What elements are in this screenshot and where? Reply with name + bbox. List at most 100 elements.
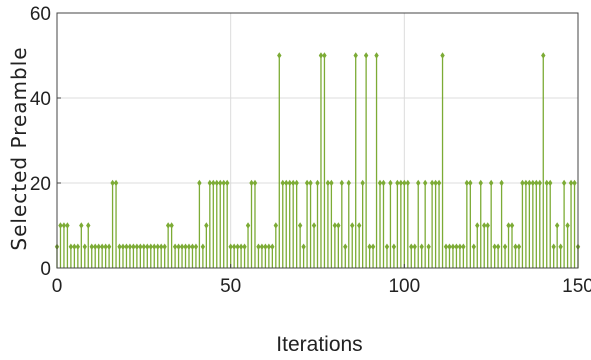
stem-marker <box>482 222 487 229</box>
stem-marker <box>221 179 226 187</box>
stem-marker <box>89 243 94 250</box>
stem-marker <box>103 243 108 250</box>
stem-marker <box>440 52 445 59</box>
stem-marker <box>273 222 279 229</box>
stem-marker <box>186 243 192 250</box>
stem-marker <box>450 243 456 250</box>
stem-marker <box>412 243 417 250</box>
stem-marker <box>79 222 84 229</box>
stem-marker <box>356 222 362 229</box>
stem-marker <box>336 222 341 229</box>
stem-marker <box>65 222 70 229</box>
stem-marker <box>61 222 67 229</box>
stem-marker <box>534 179 539 187</box>
stem-marker <box>290 179 296 187</box>
stem-marker <box>541 52 546 59</box>
stem-marker <box>311 222 317 229</box>
stem-marker <box>162 243 167 250</box>
stem-marker <box>131 243 136 250</box>
stem-marker <box>308 179 313 187</box>
stem-marker <box>249 179 254 187</box>
y-axis-title: Selected Preamble <box>7 46 31 250</box>
stem-marker <box>565 222 570 229</box>
stem-marker <box>502 243 508 250</box>
stem-marker <box>141 243 147 250</box>
y-axis-ticks: 0 20 40 60 <box>30 4 61 280</box>
stem-marker <box>259 243 265 250</box>
stem-marker <box>75 243 81 250</box>
stem-marker <box>520 179 525 187</box>
stem-marker <box>429 179 435 187</box>
stem-marker <box>513 243 518 250</box>
stem-marker <box>235 243 240 250</box>
stem-marker <box>294 179 299 187</box>
stem-marker <box>228 243 233 250</box>
stem-marker <box>416 179 421 187</box>
stem-marker <box>454 243 459 250</box>
stem-marker <box>488 179 494 187</box>
stem-marker <box>461 243 466 250</box>
stem-marker <box>315 179 320 187</box>
stem-marker <box>117 243 122 250</box>
stem-marker <box>558 243 563 250</box>
stem-marker <box>370 243 376 250</box>
stem-marker <box>322 52 327 59</box>
x-axis-ticks: 0 50 100 150 <box>52 264 591 297</box>
stem-marker <box>138 243 143 250</box>
stem-marker <box>68 243 74 250</box>
stem-marker <box>360 179 365 187</box>
stem-marker <box>405 179 411 187</box>
stem-marker <box>419 243 424 250</box>
stem-marker <box>263 243 268 250</box>
stem-marker <box>318 52 324 59</box>
stem-marker <box>176 243 181 250</box>
stem-marker <box>485 222 490 229</box>
stem-marker <box>256 243 261 250</box>
stem-marker <box>190 243 195 250</box>
stem-marker <box>537 179 542 187</box>
stem-marker <box>468 179 473 187</box>
stem-marker <box>353 52 358 59</box>
x-tick-label: 150 <box>562 276 591 297</box>
stem-marker <box>183 243 188 250</box>
stem-marker <box>169 222 174 229</box>
stem-marker <box>363 52 369 59</box>
stem-marker <box>402 179 407 187</box>
stem-marker <box>329 179 334 187</box>
stem-marker <box>297 222 303 229</box>
stem-marker <box>245 222 251 229</box>
stem-marker <box>124 243 129 250</box>
stem-marker <box>499 179 504 187</box>
stem-marker <box>568 179 574 187</box>
stem-marker <box>506 222 511 229</box>
stem-marker <box>530 179 536 187</box>
stem-marker <box>377 179 383 187</box>
stem-marker <box>72 243 77 250</box>
stem-marker <box>339 179 345 187</box>
stem-marker <box>148 243 153 250</box>
stem-marker <box>544 179 549 187</box>
y-tick-label: 40 <box>30 89 51 110</box>
stem-marker <box>464 179 470 187</box>
stem-marker <box>277 52 282 59</box>
stem-marker <box>495 243 501 250</box>
x-tick-label: 50 <box>220 276 241 297</box>
data-series <box>54 52 581 268</box>
stem-marker <box>82 243 87 250</box>
stem-marker <box>443 243 449 250</box>
stem-marker <box>527 179 532 187</box>
stem-marker <box>548 179 553 187</box>
stem-marker <box>475 222 480 229</box>
stem-marker <box>172 243 178 250</box>
stem-marker <box>509 222 515 229</box>
stem-marker <box>155 243 160 250</box>
stem-marker <box>214 179 219 187</box>
stem-marker <box>113 179 119 187</box>
stem-marker <box>200 243 206 250</box>
stem-marker <box>551 243 556 250</box>
stem-marker <box>152 243 157 250</box>
stem-marker <box>134 243 140 250</box>
stem-marker <box>284 179 289 187</box>
stem-marker <box>332 222 338 229</box>
stem-marker <box>204 222 209 229</box>
